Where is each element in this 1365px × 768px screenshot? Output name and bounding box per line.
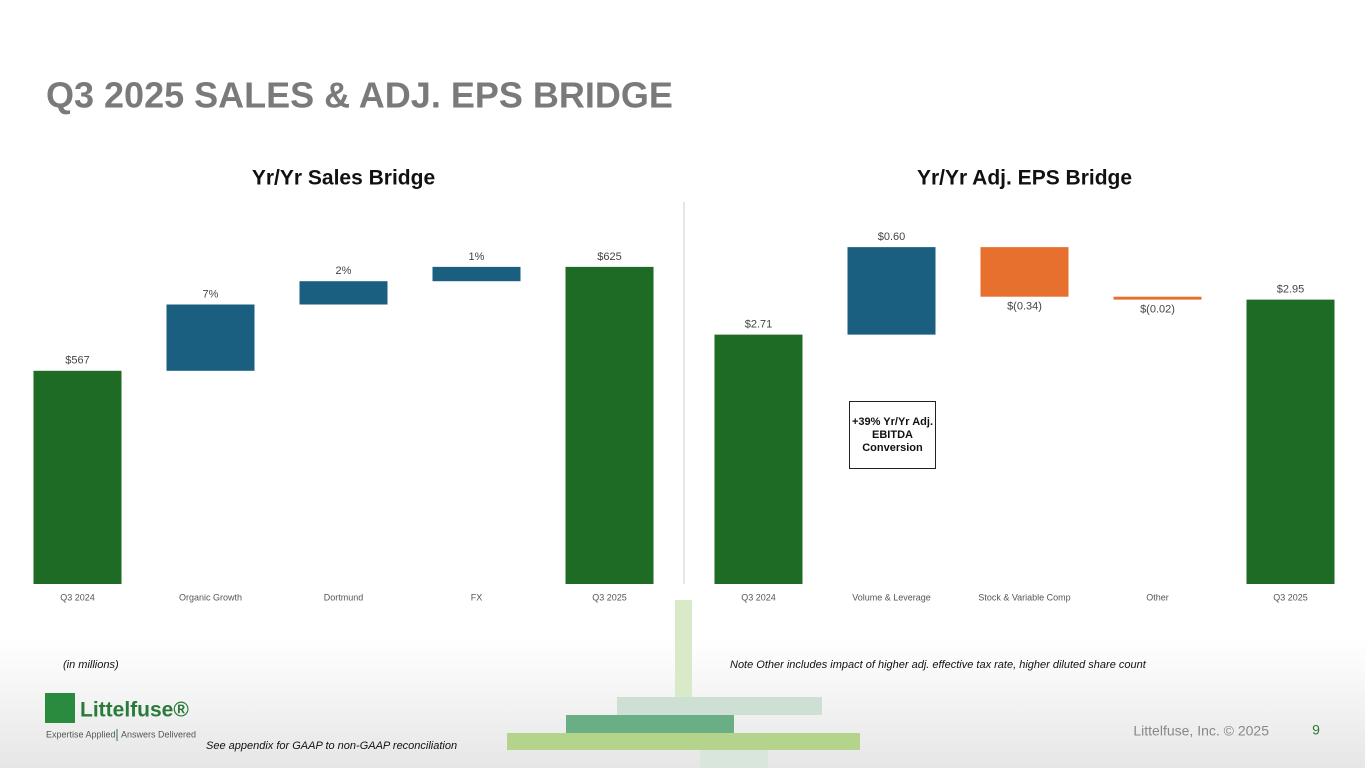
value-label: $0.60 <box>878 231 906 243</box>
value-label: $(0.34) <box>1007 301 1042 313</box>
copyright: Littelfuse, Inc. © 2025 <box>1133 723 1269 739</box>
value-label: $2.71 <box>745 319 773 331</box>
chart-title: Yr/Yr Adj. EPS Bridge <box>917 167 1132 190</box>
page-title: Q3 2025 SALES & ADJ. EPS BRIDGE <box>46 75 673 116</box>
tagline: Answers Delivered <box>121 729 196 739</box>
chart-note: Note Other includes impact of higher adj… <box>730 659 1147 671</box>
decor <box>507 733 860 750</box>
annotation: +39% Yr/Yr Adj. EBITDA Conversion <box>849 401 936 469</box>
value-label: 1% <box>469 251 485 263</box>
x-tick-label: Other <box>1146 592 1169 602</box>
appendix-note: See appendix for GAAP to non-GAAP reconc… <box>206 740 457 752</box>
bar <box>714 334 803 584</box>
value-label: $2.95 <box>1277 284 1305 296</box>
x-tick-label: Q3 2025 <box>1273 592 1308 602</box>
bar <box>166 304 255 371</box>
bar <box>432 266 521 282</box>
logo: Littelfuse® <box>80 699 189 722</box>
bar <box>299 281 388 305</box>
decor <box>617 697 822 715</box>
value-label: $(0.02) <box>1140 304 1175 316</box>
value-label: 2% <box>336 265 352 277</box>
logo-icon <box>45 693 75 723</box>
x-tick-label: Q3 2024 <box>60 592 95 602</box>
bar <box>980 247 1069 297</box>
decor <box>566 715 734 733</box>
bar <box>33 370 122 584</box>
value-label: $567 <box>65 355 89 367</box>
bar <box>565 266 654 584</box>
decor <box>675 600 692 715</box>
x-tick-label: Q3 2024 <box>741 592 776 602</box>
page-number: 9 <box>1312 722 1320 738</box>
x-tick-label: Q3 2025 <box>592 592 627 602</box>
value-label: $625 <box>597 251 621 263</box>
x-tick-label: Organic Growth <box>179 592 242 602</box>
x-tick-label: Volume & Leverage <box>852 592 931 602</box>
decor <box>700 750 768 768</box>
x-tick-label: Stock & Variable Comp <box>978 592 1070 602</box>
bar <box>1246 299 1335 584</box>
x-tick-label: FX <box>471 592 483 602</box>
tagline: Expertise Applied <box>46 729 116 739</box>
bar <box>847 247 936 335</box>
x-tick-label: Dortmund <box>324 592 364 602</box>
value-label: 7% <box>203 288 219 300</box>
chart-title: Yr/Yr Sales Bridge <box>252 167 435 190</box>
chart-note: (in millions) <box>63 659 119 671</box>
bar <box>1113 296 1202 300</box>
